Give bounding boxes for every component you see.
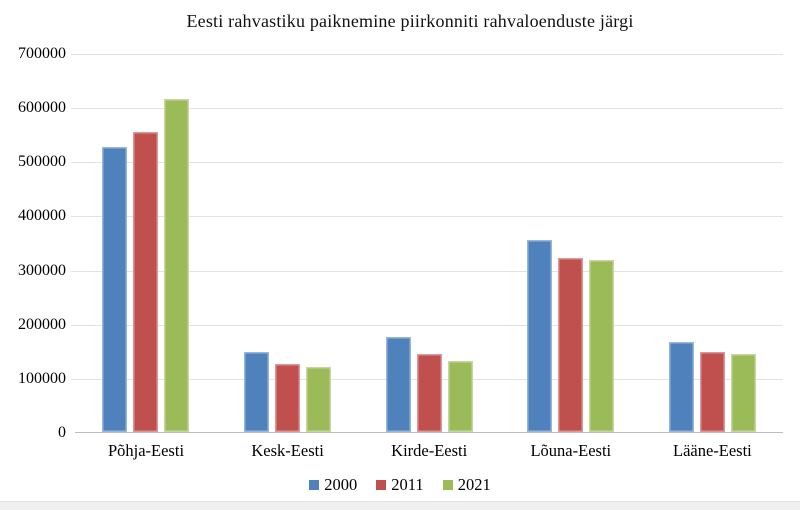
plot-area <box>71 54 783 433</box>
legend-label: 2000 <box>324 475 358 494</box>
x-category-label: Lõuna-Eesti <box>530 441 612 460</box>
y-tick-label: 700000 <box>18 45 66 62</box>
x-category-label: Põhja-Eesti <box>107 441 185 460</box>
x-category-label: Kirde-Eesti <box>391 441 468 460</box>
bar-2011-lõuna-eesti <box>558 257 584 432</box>
x-category-label: Lääne-Eesti <box>672 441 752 460</box>
bar-2000-kirde-eesti <box>385 337 411 432</box>
bar-2011-lääne-eesti <box>699 352 725 432</box>
bar-2021-põhja-eesti <box>164 99 190 432</box>
gridline <box>71 162 783 164</box>
y-tick-label: 200000 <box>18 315 66 333</box>
legend-label: 2021 <box>457 475 491 494</box>
legend-swatch-icon <box>442 480 453 490</box>
y-tick-label: 100000 <box>18 369 66 387</box>
bar-2021-lõuna-eesti <box>589 260 615 432</box>
gridline <box>71 54 783 55</box>
bar-2000-lääne-eesti <box>668 342 694 432</box>
bar-2000-kesk-eesti <box>243 352 269 432</box>
y-tick-label: 300000 <box>18 261 66 279</box>
y-tick-label: 0 <box>58 424 66 441</box>
chart-title: Eesti rahvastiku paiknemine piirkonniti … <box>186 11 634 31</box>
legend-item-2021: 2021 <box>442 475 491 494</box>
gridline <box>71 324 783 326</box>
gridline <box>71 108 783 110</box>
bar-2011-põhja-eesti <box>133 132 159 432</box>
bar-2021-lääne-eesti <box>730 353 756 432</box>
gridline <box>71 270 783 272</box>
legend: 2000 2011 2021 <box>0 476 800 494</box>
bar-2000-lõuna-eesti <box>527 239 553 432</box>
bar-2011-kirde-eesti <box>416 353 442 432</box>
legend-swatch-icon <box>376 480 387 490</box>
bar-2011-kesk-eesti <box>274 363 300 432</box>
gridline <box>71 216 783 218</box>
y-tick-label: 500000 <box>18 153 66 171</box>
window-bottom-strip <box>0 501 800 510</box>
legend-swatch-icon <box>309 480 320 490</box>
y-tick-label: 400000 <box>18 207 66 225</box>
bar-2000-põhja-eesti <box>102 146 128 432</box>
legend-item-2011: 2011 <box>376 475 424 494</box>
bar-2021-kirde-eesti <box>447 360 473 432</box>
bar-2021-kesk-eesti <box>305 366 331 432</box>
y-tick-label: 600000 <box>18 99 66 117</box>
legend-label: 2011 <box>391 475 424 494</box>
x-category-label: Kesk-Eesti <box>251 441 324 460</box>
legend-item-2000: 2000 <box>309 476 357 494</box>
